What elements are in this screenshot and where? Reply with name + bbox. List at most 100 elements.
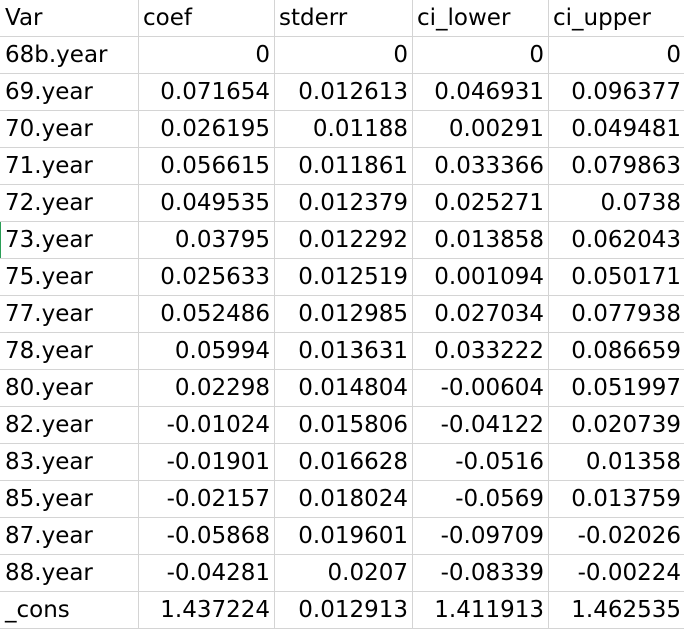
cell-var[interactable]: 77.year: [1, 296, 139, 333]
cell-stderr[interactable]: 0.019601: [275, 518, 413, 555]
cell-coef[interactable]: 1.437224: [139, 592, 275, 629]
cell-ci-upper[interactable]: 0.096377: [549, 74, 684, 111]
cell-var[interactable]: 75.year: [1, 259, 139, 296]
cell-ci-lower[interactable]: 0: [413, 37, 549, 74]
cell-stderr[interactable]: 0.012913: [275, 592, 413, 629]
cell-coef[interactable]: -0.01024: [139, 407, 275, 444]
cell-ci-lower[interactable]: 0.046931: [413, 74, 549, 111]
cell-stderr[interactable]: 0: [275, 37, 413, 74]
header-cell-coef[interactable]: coef: [139, 0, 275, 37]
cell-var[interactable]: 72.year: [1, 185, 139, 222]
cell-ci-lower[interactable]: -0.0569: [413, 481, 549, 518]
cell-ci-upper[interactable]: 0: [549, 37, 684, 74]
cell-stderr[interactable]: 0.012519: [275, 259, 413, 296]
cell-stderr[interactable]: 0.01188: [275, 111, 413, 148]
cell-var[interactable]: 73.year: [1, 222, 139, 259]
cell-stderr[interactable]: 0.018024: [275, 481, 413, 518]
row-header-edge: [0, 0, 1, 37]
cell-coef[interactable]: -0.01901: [139, 444, 275, 481]
row-header-edge: [0, 518, 1, 555]
cell-stderr[interactable]: 0.011861: [275, 148, 413, 185]
cell-coef[interactable]: 0.05994: [139, 333, 275, 370]
cell-ci-lower[interactable]: -0.09709: [413, 518, 549, 555]
cell-var[interactable]: _cons: [1, 592, 139, 629]
cell-ci-upper[interactable]: 0.0738: [549, 185, 684, 222]
cell-ci-upper[interactable]: 0.051997: [549, 370, 684, 407]
row-header-edge: [0, 481, 1, 518]
cell-stderr[interactable]: 0.0207: [275, 555, 413, 592]
cell-ci-lower[interactable]: -0.08339: [413, 555, 549, 592]
cell-var[interactable]: 87.year: [1, 518, 139, 555]
row-header-edge: [0, 296, 1, 333]
cell-ci-lower[interactable]: 0.033366: [413, 148, 549, 185]
cell-ci-upper[interactable]: 0.050171: [549, 259, 684, 296]
cell-ci-lower[interactable]: 0.013858: [413, 222, 549, 259]
cell-ci-upper[interactable]: 0.013759: [549, 481, 684, 518]
cell-ci-lower[interactable]: -0.0516: [413, 444, 549, 481]
cell-var[interactable]: 88.year: [1, 555, 139, 592]
cell-stderr[interactable]: 0.012613: [275, 74, 413, 111]
cell-var[interactable]: 68b.year: [1, 37, 139, 74]
cell-coef[interactable]: -0.04281: [139, 555, 275, 592]
cell-ci-upper[interactable]: 1.462535: [549, 592, 684, 629]
cell-coef[interactable]: 0.071654: [139, 74, 275, 111]
row-header-edge: [0, 555, 1, 592]
cell-var[interactable]: 78.year: [1, 333, 139, 370]
cell-ci-upper[interactable]: 0.077938: [549, 296, 684, 333]
cell-ci-upper[interactable]: -0.00224: [549, 555, 684, 592]
cell-coef[interactable]: 0.02298: [139, 370, 275, 407]
cell-stderr[interactable]: 0.013631: [275, 333, 413, 370]
cell-var[interactable]: 80.year: [1, 370, 139, 407]
row-header-edge: [0, 444, 1, 481]
cell-stderr[interactable]: 0.012292: [275, 222, 413, 259]
cell-var[interactable]: 85.year: [1, 481, 139, 518]
row-header-edge: [0, 592, 1, 629]
cell-var[interactable]: 71.year: [1, 148, 139, 185]
cell-coef[interactable]: 0.056615: [139, 148, 275, 185]
cell-var[interactable]: 83.year: [1, 444, 139, 481]
cell-ci-upper[interactable]: 0.062043: [549, 222, 684, 259]
cell-var[interactable]: 69.year: [1, 74, 139, 111]
cell-coef[interactable]: -0.02157: [139, 481, 275, 518]
cell-ci-lower[interactable]: 0.033222: [413, 333, 549, 370]
row-header-edge: [0, 333, 1, 370]
cell-stderr[interactable]: 0.014804: [275, 370, 413, 407]
header-cell-var[interactable]: Var: [1, 0, 139, 37]
header-cell-stderr[interactable]: stderr: [275, 0, 413, 37]
cell-var[interactable]: 82.year: [1, 407, 139, 444]
cell-stderr[interactable]: 0.012379: [275, 185, 413, 222]
header-cell-ci-upper[interactable]: ci_upper: [549, 0, 684, 37]
cell-ci-upper[interactable]: -0.02026: [549, 518, 684, 555]
row-header-edge: [0, 37, 1, 74]
row-header-edge: [0, 370, 1, 407]
row-header-edge: [0, 259, 1, 296]
cell-ci-upper[interactable]: 0.020739: [549, 407, 684, 444]
cell-ci-upper[interactable]: 0.01358: [549, 444, 684, 481]
cell-ci-lower[interactable]: 0.025271: [413, 185, 549, 222]
cell-ci-lower[interactable]: 0.00291: [413, 111, 549, 148]
cell-coef[interactable]: 0: [139, 37, 275, 74]
cell-stderr[interactable]: 0.016628: [275, 444, 413, 481]
cell-stderr[interactable]: 0.015806: [275, 407, 413, 444]
cell-var[interactable]: 70.year: [1, 111, 139, 148]
cell-coef[interactable]: 0.025633: [139, 259, 275, 296]
row-header-edge: [0, 185, 1, 222]
cell-ci-lower[interactable]: 0.001094: [413, 259, 549, 296]
cell-coef[interactable]: -0.05868: [139, 518, 275, 555]
cell-coef[interactable]: 0.026195: [139, 111, 275, 148]
cell-ci-upper[interactable]: 0.086659: [549, 333, 684, 370]
cell-ci-lower[interactable]: -0.04122: [413, 407, 549, 444]
cell-ci-lower[interactable]: 1.411913: [413, 592, 549, 629]
cell-ci-lower[interactable]: -0.00604: [413, 370, 549, 407]
cell-coef[interactable]: 0.03795: [139, 222, 275, 259]
header-cell-ci-lower[interactable]: ci_lower: [413, 0, 549, 37]
cell-ci-lower[interactable]: 0.027034: [413, 296, 549, 333]
cell-coef[interactable]: 0.052486: [139, 296, 275, 333]
row-header-edge: [0, 407, 1, 444]
cell-coef[interactable]: 0.049535: [139, 185, 275, 222]
cell-ci-upper[interactable]: 0.049481: [549, 111, 684, 148]
cell-stderr[interactable]: 0.012985: [275, 296, 413, 333]
row-header-edge: [0, 74, 1, 111]
cell-ci-upper[interactable]: 0.079863: [549, 148, 684, 185]
